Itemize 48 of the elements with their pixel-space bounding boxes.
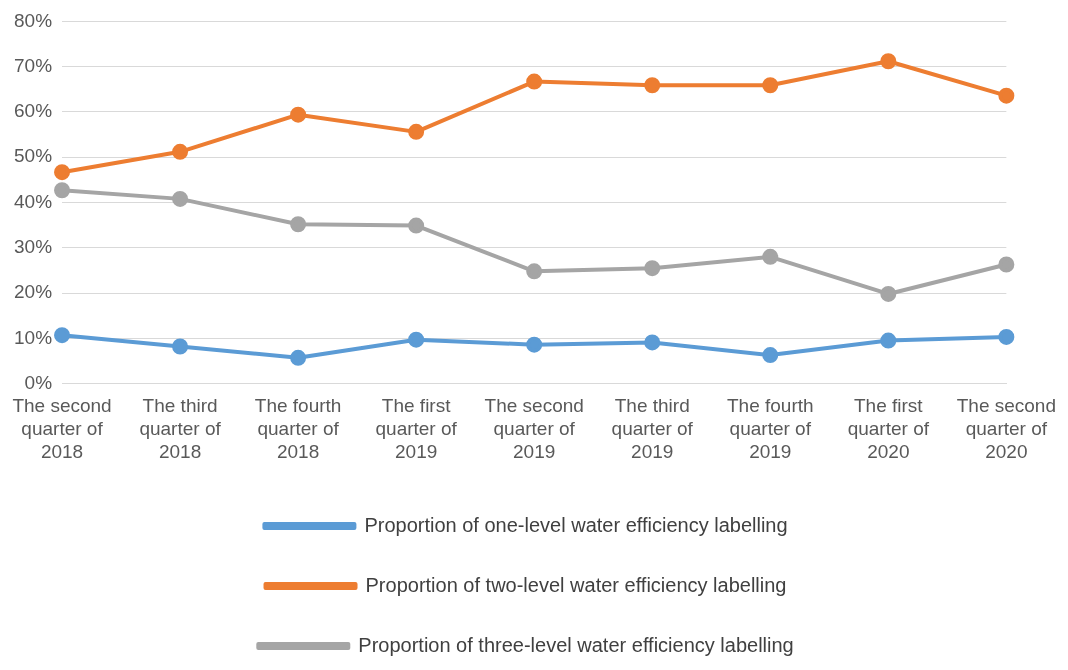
- y-tick-label: 60%: [14, 100, 53, 122]
- y-tick-label: 80%: [14, 9, 53, 31]
- point: [762, 347, 779, 364]
- y-tick-label: 20%: [14, 281, 53, 303]
- x-tick-label: The third quarter of 2019: [611, 395, 694, 462]
- point: [998, 328, 1015, 345]
- point: [172, 143, 189, 160]
- y-tick-label: 50%: [14, 145, 53, 167]
- point: [998, 87, 1015, 104]
- point: [526, 263, 543, 280]
- point: [998, 256, 1015, 273]
- x-tick-label: The first quarter of 2020: [847, 395, 930, 462]
- point: [54, 182, 71, 199]
- point: [290, 216, 307, 233]
- x-tick-label: The third quarter of 2018: [139, 395, 222, 462]
- point: [408, 217, 425, 234]
- point: [408, 331, 425, 348]
- point: [762, 77, 779, 94]
- point: [172, 190, 189, 207]
- x-tick-label: The second quarter of 2019: [484, 395, 584, 462]
- point: [644, 334, 661, 351]
- point: [290, 106, 307, 123]
- point: [290, 349, 307, 366]
- point: [880, 332, 897, 349]
- x-tick-label: The second quarter of 2018: [12, 395, 112, 462]
- point: [762, 248, 779, 265]
- point: [880, 285, 897, 302]
- point: [54, 327, 71, 344]
- point: [54, 164, 71, 181]
- x-tick-label: The second quarter of 2020: [956, 395, 1057, 462]
- y-tick-label: 70%: [14, 54, 53, 76]
- point: [172, 338, 189, 355]
- point: [526, 336, 543, 353]
- x-tick-label: The first quarter of 2019: [375, 395, 458, 462]
- point: [408, 123, 425, 140]
- y-tick-label: 0%: [24, 371, 53, 393]
- y-tick-label: 40%: [14, 190, 53, 212]
- y-tick-label: 10%: [14, 326, 53, 348]
- point: [644, 260, 661, 277]
- legend-label: Proportion of one-level water efficiency labelling: [364, 513, 788, 536]
- point: [644, 77, 661, 94]
- x-tick-label: The fourth quarter of 2019: [726, 395, 814, 462]
- legend-label: Proportion of three-level water efficiency labelling: [358, 633, 794, 656]
- x-tick-label: The fourth quarter of 2018: [254, 395, 342, 462]
- point: [526, 73, 543, 90]
- y-tick-label: 30%: [14, 236, 53, 258]
- point: [880, 53, 897, 70]
- legend-label: Proportion of two-level water efficiency labelling: [365, 573, 787, 596]
